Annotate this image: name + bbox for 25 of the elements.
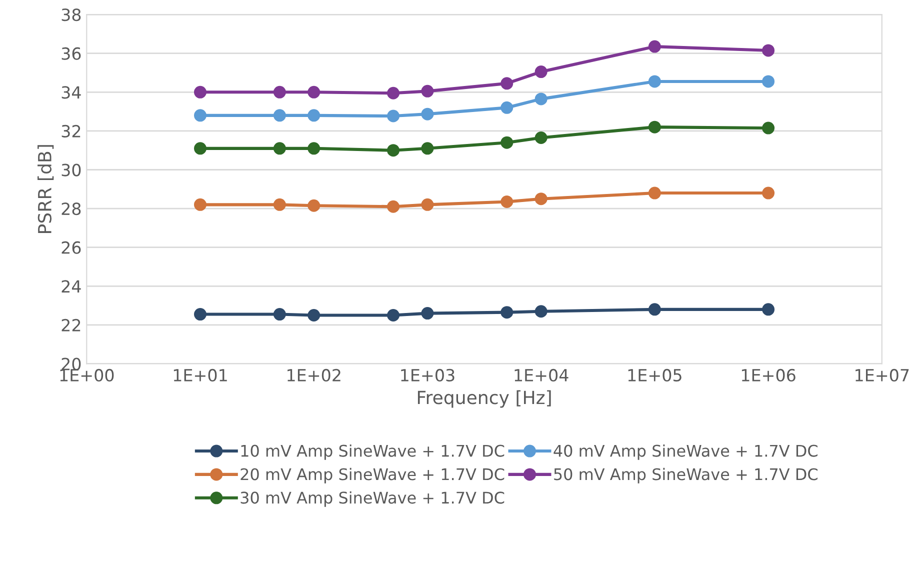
x-tick-label: 1E+07: [856, 368, 909, 382]
legend-label: 40 mV Amp SineWave + 1.7V DC: [554, 444, 818, 460]
legend-label: 10 mV Amp SineWave + 1.7V DC: [241, 444, 504, 460]
y-tick-label: 24: [62, 280, 81, 292]
y-tick-label: 22: [62, 318, 80, 332]
x-tick-label: 1E+03: [401, 368, 454, 382]
legend-label: 50 mV Amp SineWave + 1.7V DC: [554, 468, 818, 484]
x-tick-label: 1E+02: [288, 368, 340, 382]
y-axis-title: PSRR [dB]: [38, 145, 54, 233]
legend-label: 30 mV Amp SineWave + 1.7V DC: [240, 491, 504, 507]
x-tick-label: 1E+06: [742, 368, 796, 382]
x-tick-label: 1E+04: [514, 368, 568, 382]
y-tick-label: 34: [62, 86, 81, 99]
y-tick-label: 38: [62, 8, 81, 22]
x-tick-label: 1E+05: [628, 368, 682, 382]
x-tick-label: 1E+01: [174, 368, 227, 382]
x-axis-title: Frequency [Hz]: [418, 390, 551, 408]
y-tick-label: 36: [62, 47, 81, 60]
y-tick-label: 30: [62, 164, 81, 176]
y-tick-label: 32: [62, 124, 80, 138]
legend-label: 20 mV Amp SineWave + 1.7V DC: [240, 468, 504, 484]
x-tick-label: 1E+00: [60, 368, 114, 382]
y-tick-label: 20: [62, 358, 81, 370]
y-tick-label: 26: [62, 241, 81, 254]
y-tick-label: 28: [62, 202, 81, 216]
